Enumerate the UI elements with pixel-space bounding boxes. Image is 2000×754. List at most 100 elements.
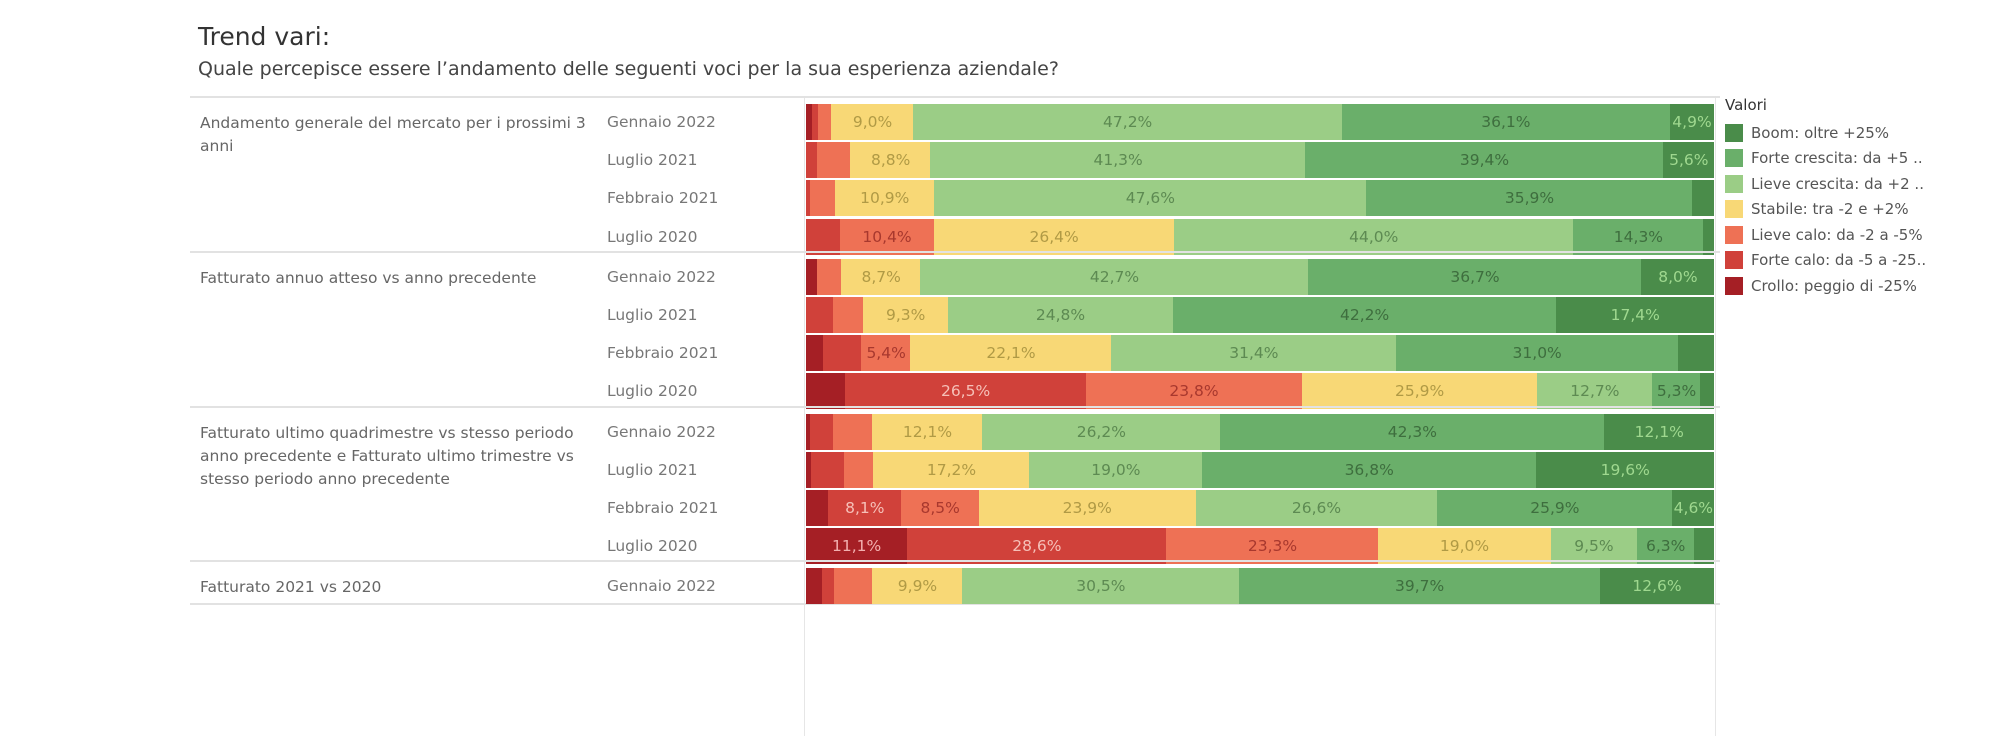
stacked-bar[interactable]: 9,3% 24,8% 42,2% 17,4%	[806, 296, 1715, 333]
stacked-bar[interactable]: 8,7% 42,7% 36,7% 8,0%	[806, 258, 1715, 295]
bar-segment[interactable]: 6,3%	[1636, 528, 1695, 565]
bar-segment[interactable]: 23,3%	[1166, 528, 1379, 565]
stacked-bar[interactable]: 17,2% 19,0% 36,8% 19,6%	[806, 451, 1715, 488]
bar-segment[interactable]: 8,0%	[1641, 258, 1715, 295]
bar-segment[interactable]: 42,3%	[1220, 413, 1605, 450]
bar-segment[interactable]: 42,7%	[920, 258, 1309, 295]
bar-segment[interactable]	[823, 335, 862, 372]
bar-segment[interactable]: 5,4%	[861, 335, 911, 372]
bar-segment[interactable]: 26,6%	[1195, 489, 1438, 526]
bar-segment[interactable]	[806, 373, 846, 410]
legend-item[interactable]: Boom: oltre +25%	[1725, 120, 1995, 146]
bar-segment[interactable]	[816, 142, 851, 179]
bar-segment[interactable]: 30,5%	[962, 568, 1240, 605]
bar-segment[interactable]: 36,1%	[1341, 104, 1670, 140]
bar-segment[interactable]: 31,0%	[1396, 335, 1679, 372]
bar-segment[interactable]	[809, 180, 836, 217]
bar-segment[interactable]: 17,4%	[1556, 296, 1715, 333]
bar-segment[interactable]: 39,7%	[1239, 568, 1601, 605]
bar-segment[interactable]: 22,1%	[910, 335, 1112, 372]
bar-segment[interactable]: 8,8%	[850, 142, 931, 179]
bar-segment[interactable]	[806, 335, 824, 372]
bar-segment[interactable]: 23,8%	[1085, 373, 1303, 410]
bar-segment[interactable]	[833, 296, 864, 333]
bar-segment[interactable]: 5,3%	[1652, 373, 1701, 410]
bar-segment[interactable]	[806, 258, 818, 295]
bar-segment[interactable]	[1692, 180, 1715, 217]
bar-segment[interactable]: 10,9%	[835, 180, 935, 217]
bar-segment[interactable]	[811, 451, 845, 488]
bar-segment[interactable]: 23,9%	[978, 489, 1197, 526]
bar-segment[interactable]: 4,6%	[1672, 489, 1715, 526]
bar-segment[interactable]: 12,1%	[872, 413, 983, 450]
bar-segment[interactable]: 12,6%	[1599, 568, 1715, 605]
bar-segment[interactable]	[806, 142, 818, 179]
bar-segment[interactable]	[806, 451, 812, 488]
bar-segment[interactable]: 28,6%	[906, 528, 1167, 565]
bar-segment[interactable]: 9,9%	[872, 568, 963, 605]
legend-item[interactable]: Lieve crescita: da +2 ..	[1725, 171, 1995, 197]
bar-segment[interactable]	[844, 451, 874, 488]
bar-segment[interactable]	[1703, 218, 1715, 255]
bar-segment[interactable]: 25,9%	[1301, 373, 1538, 410]
bar-segment[interactable]: 11,1%	[806, 528, 908, 565]
bar-segment[interactable]: 42,2%	[1172, 296, 1557, 333]
bar-segment[interactable]	[812, 104, 819, 140]
bar-segment[interactable]: 9,3%	[863, 296, 949, 333]
stacked-bar[interactable]: 11,1% 28,6% 23,3% 19,0% 9,5% 6,3%	[806, 528, 1715, 565]
bar-segment[interactable]	[1677, 335, 1715, 372]
bar-segment[interactable]: 14,3%	[1573, 218, 1704, 255]
bar-segment[interactable]	[817, 104, 832, 140]
bar-segment[interactable]: 47,2%	[913, 104, 1343, 140]
bar-segment[interactable]: 9,5%	[1550, 528, 1638, 565]
bar-segment[interactable]: 8,7%	[841, 258, 921, 295]
bar-segment[interactable]	[1700, 373, 1715, 410]
bar-segment[interactable]: 19,6%	[1536, 451, 1715, 488]
bar-segment[interactable]	[816, 258, 842, 295]
bar-segment[interactable]	[806, 489, 829, 526]
stacked-bar[interactable]: 5,4% 22,1% 31,4% 31,0%	[806, 335, 1715, 372]
legend-item[interactable]: Crollo: peggio di -25%	[1725, 273, 1995, 299]
stacked-bar[interactable]: 26,5% 23,8% 25,9% 12,7% 5,3%	[806, 373, 1715, 410]
bar-segment[interactable]: 17,2%	[873, 451, 1030, 488]
legend-item[interactable]: Forte crescita: da +5 ..	[1725, 146, 1995, 172]
bar-segment[interactable]: 26,4%	[934, 218, 1175, 255]
bar-segment[interactable]: 9,0%	[831, 104, 914, 140]
legend-item[interactable]: Lieve calo: da -2 a -5%	[1725, 222, 1995, 248]
bar-segment[interactable]	[806, 413, 811, 450]
bar-segment[interactable]: 8,1%	[827, 489, 902, 526]
stacked-bar[interactable]: 8,8% 41,3% 39,4% 5,6%	[806, 142, 1715, 179]
bar-segment[interactable]: 25,9%	[1437, 489, 1673, 526]
stacked-bar[interactable]: 12,1% 26,2% 42,3% 12,1%	[806, 413, 1715, 450]
bar-segment[interactable]: 10,4%	[839, 218, 935, 255]
bar-segment[interactable]: 41,3%	[930, 142, 1306, 179]
stacked-bar[interactable]: 10,9% 47,6% 35,9%	[806, 180, 1715, 217]
bar-segment[interactable]	[806, 568, 823, 605]
bar-segment[interactable]: 4,9%	[1669, 104, 1715, 140]
bar-segment[interactable]: 44,0%	[1173, 218, 1574, 255]
bar-segment[interactable]: 47,6%	[934, 180, 1367, 217]
bar-segment[interactable]	[822, 568, 835, 605]
bar-segment[interactable]	[809, 413, 834, 450]
bar-segment[interactable]: 39,4%	[1305, 142, 1664, 179]
bar-segment[interactable]: 24,8%	[947, 296, 1174, 333]
bar-segment[interactable]: 19,0%	[1378, 528, 1552, 565]
bar-segment[interactable]: 36,8%	[1201, 451, 1537, 488]
bar-segment[interactable]: 19,0%	[1029, 451, 1203, 488]
stacked-bar[interactable]: 9,9% 30,5% 39,7% 12,6%	[806, 568, 1715, 605]
stacked-bar[interactable]: 10,4% 26,4% 44,0% 14,3%	[806, 218, 1715, 255]
bar-segment[interactable]	[834, 568, 873, 605]
bar-segment[interactable]: 8,5%	[901, 489, 979, 526]
stacked-bar[interactable]: 9,0% 47,2% 36,1% 4,9%	[806, 104, 1715, 140]
bar-segment[interactable]: 12,1%	[1604, 413, 1715, 450]
bar-segment[interactable]: 26,2%	[982, 413, 1221, 450]
bar-segment[interactable]: 12,7%	[1536, 373, 1653, 410]
bar-segment[interactable]: 31,4%	[1111, 335, 1397, 372]
legend-item[interactable]: Stabile: tra -2 e +2%	[1725, 197, 1995, 223]
stacked-bar[interactable]: 8,1% 8,5% 23,9% 26,6% 25,9% 4,6%	[806, 489, 1715, 526]
bar-segment[interactable]: 26,5%	[845, 373, 1087, 410]
bar-segment[interactable]	[806, 104, 813, 140]
bar-segment[interactable]	[833, 413, 873, 450]
legend-item[interactable]: Forte calo: da -5 a -25..	[1725, 248, 1995, 274]
bar-segment[interactable]	[806, 180, 811, 217]
